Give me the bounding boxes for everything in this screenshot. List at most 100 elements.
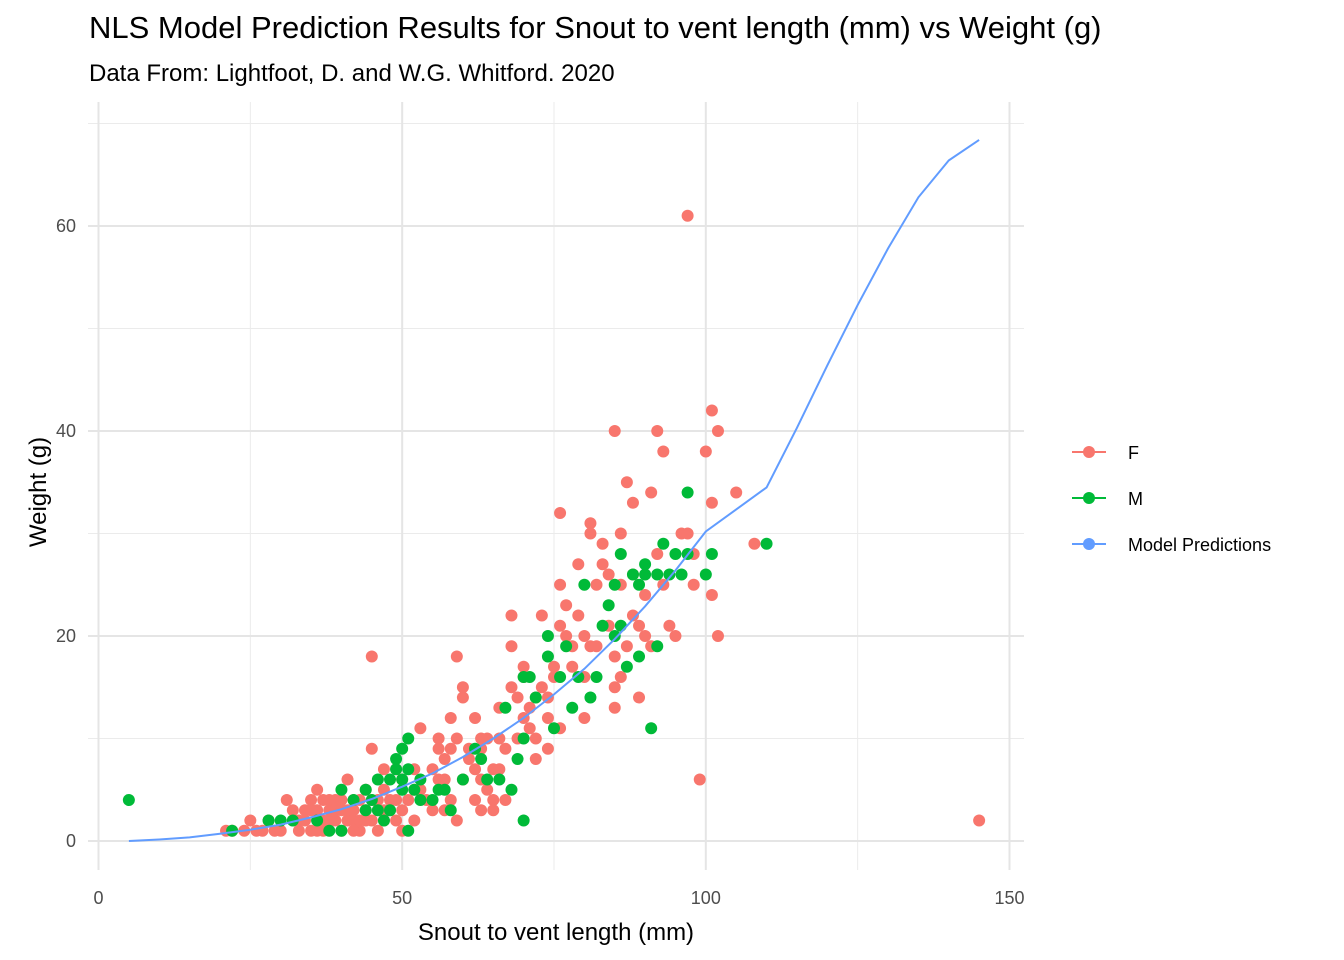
legend-key-point [1083, 538, 1095, 550]
point-f [244, 814, 257, 827]
point-f [535, 681, 548, 694]
point-f [711, 630, 724, 642]
point-m [608, 630, 621, 642]
point-f [469, 763, 482, 776]
point-m [414, 794, 427, 806]
point-m [681, 486, 694, 499]
point-f [469, 712, 482, 724]
point-f [633, 691, 646, 704]
point-f [554, 507, 567, 519]
point-f [408, 814, 421, 827]
point-f [450, 650, 463, 663]
point-f [311, 783, 324, 796]
point-m [226, 824, 239, 837]
model-line [128, 139, 980, 842]
point-f [730, 486, 743, 499]
point-m [554, 671, 567, 683]
point-m [323, 824, 336, 837]
legend-label: M [1128, 489, 1143, 509]
point-m [390, 753, 403, 765]
point-f [438, 773, 451, 786]
point-f [614, 671, 627, 683]
point-m [122, 794, 135, 806]
point-f [444, 742, 457, 755]
point-m [596, 619, 609, 632]
point-f [365, 742, 378, 755]
point-m [475, 753, 488, 765]
point-m [384, 773, 397, 786]
point-f [402, 794, 415, 806]
x-tick-label: 100 [691, 888, 721, 908]
point-f [626, 609, 639, 622]
y-tick-label: 40 [56, 421, 76, 441]
chart-title: NLS Model Prediction Results for Snout t… [89, 10, 1102, 45]
point-m [633, 578, 646, 591]
point-f [693, 773, 706, 786]
point-m [402, 732, 415, 745]
point-f [584, 517, 597, 530]
point-f [748, 537, 761, 550]
x-tick-label: 50 [392, 888, 412, 908]
point-m [639, 568, 652, 581]
point-m [651, 568, 664, 581]
point-m [572, 671, 585, 683]
point-f [572, 609, 585, 622]
point-m [408, 783, 421, 796]
point-f [469, 794, 482, 806]
point-m [560, 640, 573, 653]
point-m [347, 794, 360, 806]
point-m [396, 783, 409, 796]
point-f [554, 578, 567, 591]
point-f [651, 548, 664, 560]
point-f [608, 701, 621, 714]
data-points [122, 209, 986, 837]
x-tick-label: 0 [93, 888, 103, 908]
point-f [541, 742, 554, 755]
point-f [614, 527, 627, 540]
point-f [596, 537, 609, 550]
point-f [456, 691, 469, 704]
point-m [511, 753, 524, 765]
point-m [359, 804, 372, 817]
point-f [396, 804, 409, 817]
point-f [705, 589, 718, 601]
point-f [705, 404, 718, 417]
point-m [651, 640, 664, 653]
point-f [499, 742, 512, 755]
point-m [390, 763, 403, 776]
point-f [487, 794, 500, 806]
point-f [663, 619, 676, 632]
x-tick-label: 150 [994, 888, 1024, 908]
point-m [499, 701, 512, 714]
point-f [505, 640, 518, 653]
point-m [396, 773, 409, 786]
point-f [535, 609, 548, 622]
point-m [584, 691, 597, 704]
point-f [608, 681, 621, 694]
point-m [505, 783, 518, 796]
point-f [699, 445, 712, 458]
point-f [305, 794, 318, 806]
point-f [633, 619, 646, 632]
point-m [493, 773, 506, 786]
point-f [566, 660, 579, 673]
point-f [578, 712, 591, 724]
point-m [699, 568, 712, 581]
point-m [335, 783, 348, 796]
legend-label: Model Predictions [1128, 535, 1271, 555]
point-f [450, 732, 463, 745]
point-m [548, 722, 560, 735]
point-f [517, 660, 530, 673]
point-f [608, 425, 621, 437]
point-m [608, 578, 621, 591]
point-m [426, 794, 439, 806]
point-f [687, 578, 700, 591]
point-m [481, 773, 494, 786]
y-tick-label: 0 [66, 831, 76, 851]
point-m [402, 824, 415, 837]
point-f [620, 476, 633, 489]
legend-key-point [1083, 492, 1095, 504]
point-f [620, 640, 633, 653]
point-f [541, 712, 554, 724]
point-f [584, 527, 597, 540]
